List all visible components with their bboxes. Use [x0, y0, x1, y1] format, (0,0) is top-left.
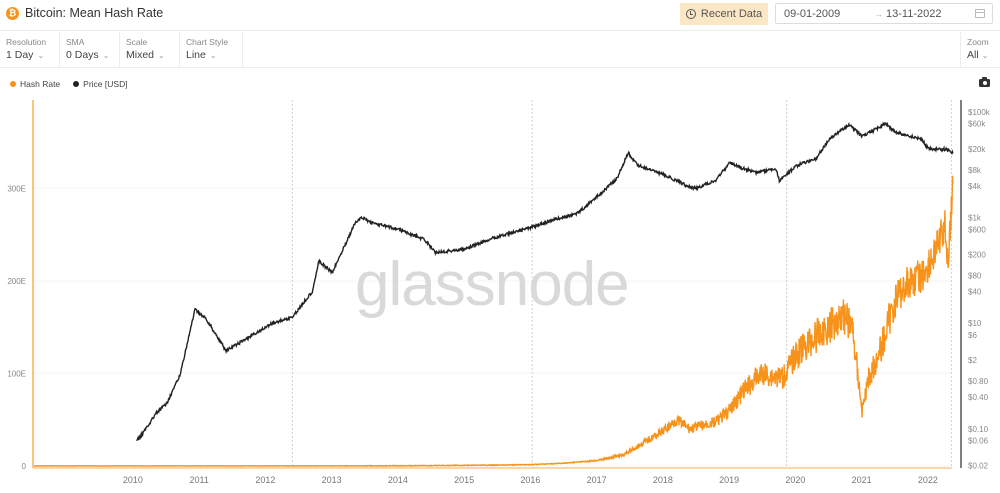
page-title: Bitcoin: Mean Hash Rate — [25, 6, 164, 20]
chart-style-select[interactable]: Chart Style Line ⌄ — [180, 32, 243, 68]
legend-label-price: Price [USD] — [83, 79, 128, 89]
hash-rate-line — [34, 175, 954, 468]
chart-legend: Hash Rate Price [USD] — [10, 79, 128, 89]
svg-text:2019: 2019 — [719, 475, 739, 485]
svg-text:$4k: $4k — [968, 182, 982, 191]
svg-text:2022: 2022 — [918, 475, 938, 485]
legend-label-hash-rate: Hash Rate — [20, 79, 61, 89]
svg-text:$100k: $100k — [968, 108, 991, 117]
svg-text:2018: 2018 — [653, 475, 673, 485]
svg-text:$200: $200 — [968, 251, 986, 260]
chevron-down-icon: ⌄ — [209, 51, 217, 60]
date-end-input[interactable]: 13-11-2022 — [886, 7, 942, 20]
svg-text:$80: $80 — [968, 272, 982, 281]
resolution-value: 1 Day — [6, 49, 34, 61]
scale-value: Mixed — [126, 49, 155, 61]
chevron-down-icon: ⌄ — [981, 51, 989, 60]
x-axis-labels: 2010 2011 2012 2013 2014 2015 2016 2017 2018 2019… — [123, 475, 938, 485]
resolution-label: Resolution — [6, 37, 47, 47]
arrow-right-icon: → — [874, 8, 883, 19]
chart-style-value: Line — [186, 49, 206, 61]
resolution-select[interactable]: Resolution 1 Day ⌄ — [0, 32, 60, 68]
zoom-value: All — [967, 49, 979, 61]
clock-icon — [685, 9, 696, 19]
scale-select[interactable]: Scale Mixed ⌄ — [120, 32, 180, 68]
watermark: glassnode — [355, 250, 629, 319]
svg-text:2016: 2016 — [520, 475, 540, 485]
svg-text:2015: 2015 — [454, 475, 474, 485]
sma-value: 0 Days — [66, 49, 99, 61]
scale-label: Scale — [126, 37, 148, 47]
svg-text:$40: $40 — [968, 287, 982, 296]
chart-style-label: Chart Style — [186, 37, 229, 47]
bitcoin-icon: ₿ — [6, 6, 19, 20]
chart-controls: Resolution 1 Day ⌄ SMA 0 Days ⌄ Scale Mixe… — [0, 32, 1000, 68]
svg-text:2010: 2010 — [123, 475, 143, 485]
chevron-down-icon: ⌄ — [158, 51, 165, 60]
svg-text:$10: $10 — [968, 319, 982, 328]
legend-dot-hash-rate — [10, 81, 16, 87]
svg-text:$8k: $8k — [968, 166, 982, 175]
svg-text:$600: $600 — [968, 225, 986, 234]
zoom-select[interactable]: Zoom All ⌄ — [960, 32, 1000, 68]
svg-text:$0.10: $0.10 — [968, 425, 989, 434]
chevron-down-icon: ⌄ — [37, 51, 45, 60]
svg-text:$6: $6 — [968, 331, 977, 340]
camera-icon[interactable] — [979, 77, 990, 87]
svg-text:100E: 100E — [7, 370, 26, 379]
svg-text:$60k: $60k — [968, 120, 986, 129]
svg-text:0: 0 — [22, 462, 27, 471]
legend-dot-price — [73, 81, 80, 87]
zoom-label: Zoom — [967, 37, 989, 47]
chevron-down-icon: ⌄ — [102, 51, 110, 60]
svg-text:2021: 2021 — [852, 475, 872, 485]
title-group: ₿ Bitcoin: Mean Hash Rate — [6, 6, 163, 20]
svg-text:$0.40: $0.40 — [968, 393, 989, 402]
svg-text:$0.06: $0.06 — [968, 437, 989, 446]
date-start-input[interactable]: 09-01-2009 — [784, 7, 841, 20]
recent-data-label: Recent Data — [700, 8, 763, 20]
svg-text:2012: 2012 — [255, 475, 275, 485]
svg-text:300E: 300E — [7, 185, 26, 194]
right-axis-labels: $100k $60k $20k $8k $4k $1k $600 $200 $80 $40 $10 $… — [968, 108, 991, 471]
calendar-icon[interactable] — [975, 9, 985, 18]
legend-item-hash-rate[interactable]: Hash Rate — [10, 79, 60, 89]
svg-text:2020: 2020 — [785, 475, 805, 485]
header-bar: ₿ Bitcoin: Mean Hash Rate Recent Data 09… — [0, 0, 1000, 31]
legend-item-price[interactable]: Price [USD] — [73, 79, 128, 89]
date-range-picker[interactable]: 09-01-2009 → 13-11-2022 — [775, 3, 993, 24]
recent-data-button[interactable]: Recent Data — [680, 3, 768, 25]
svg-text:$0.80: $0.80 — [968, 377, 989, 386]
svg-text:$0.02: $0.02 — [968, 462, 989, 471]
svg-text:2011: 2011 — [189, 475, 208, 485]
svg-text:2014: 2014 — [388, 475, 408, 485]
svg-text:200E: 200E — [7, 277, 26, 286]
sma-label: SMA — [66, 37, 85, 47]
price-line — [136, 121, 954, 442]
svg-text:$2: $2 — [968, 356, 977, 365]
svg-text:$20k: $20k — [968, 145, 986, 154]
svg-text:2013: 2013 — [322, 475, 342, 485]
svg-text:2017: 2017 — [587, 475, 607, 485]
svg-text:$1k: $1k — [968, 214, 982, 223]
left-axis-labels: 0 100E 200E 300E — [7, 185, 26, 472]
sma-select[interactable]: SMA 0 Days ⌄ — [60, 32, 120, 68]
